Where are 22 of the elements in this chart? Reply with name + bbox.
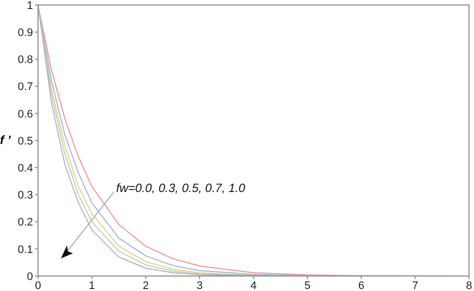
- x-tick-label: 3: [196, 280, 203, 291]
- y-axis-title: f ’: [0, 132, 11, 146]
- y-tick-label: 0.4: [18, 162, 33, 175]
- y-tick-label: 0.9: [18, 27, 33, 40]
- x-tick-label: 6: [358, 280, 364, 291]
- y-tick-label: 0.3: [18, 190, 33, 202]
- x-tick-label: 7: [412, 280, 418, 291]
- y-tick-label: 0.8: [18, 54, 33, 66]
- y-tick-label: 1: [26, 0, 33, 12]
- x-tick-label: 0: [34, 280, 42, 291]
- x-tick-label: 4: [250, 280, 257, 291]
- x-tick-label: 8: [466, 280, 472, 291]
- x-tick-label: 2: [142, 280, 149, 291]
- y-tick-label: 0.7: [18, 81, 33, 94]
- y-tick-label: 0.2: [18, 216, 33, 229]
- y-tick-label: 0: [26, 270, 33, 283]
- y-tick-label: 0.5: [18, 135, 33, 148]
- annotation: fw=0.0, 0.3, 0.5, 0.7, 1.0: [116, 180, 246, 195]
- y-tick-label: 0.1: [18, 244, 33, 256]
- x-tick-label: 1: [88, 280, 95, 291]
- x-tick-label: 5: [304, 280, 310, 291]
- y-tick-label: 0.6: [18, 108, 33, 120]
